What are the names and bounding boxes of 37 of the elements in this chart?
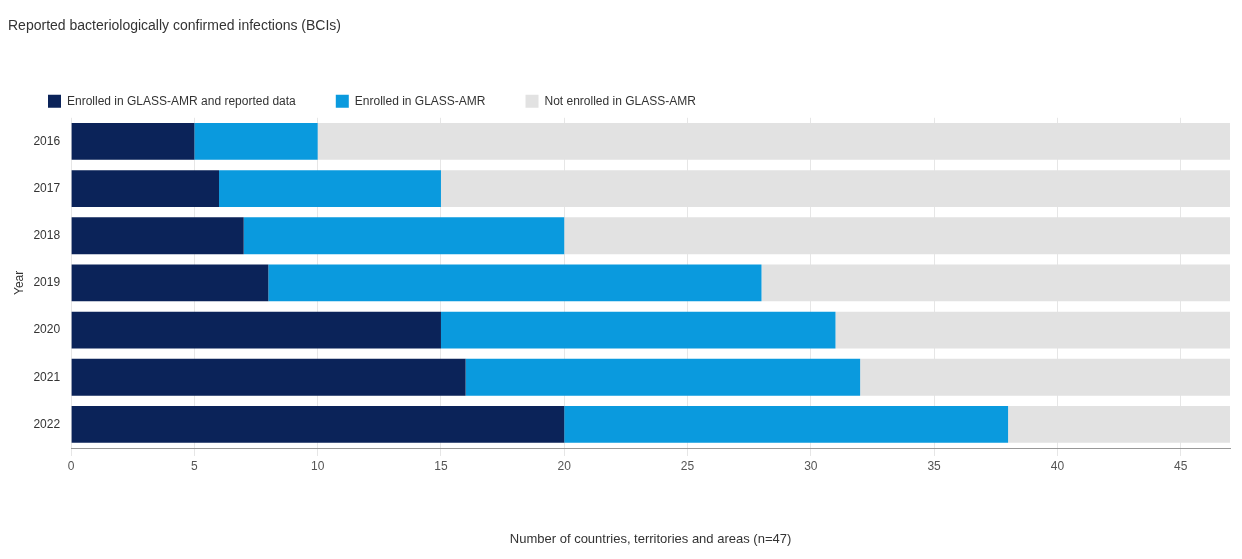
bar — [71, 170, 220, 207]
y-tick-label: 2018 — [33, 228, 61, 243]
bar — [564, 406, 1009, 443]
bar — [194, 122, 318, 160]
x-tick-label: 25 — [680, 458, 695, 473]
x-tick-label: 5 — [191, 458, 199, 473]
y-tick-label: 2016 — [33, 133, 61, 148]
bar — [440, 311, 836, 349]
x-tick-label: 10 — [310, 458, 325, 473]
y-tick-label: 2021 — [33, 369, 61, 384]
x-tick-label: 40 — [1050, 458, 1065, 473]
y-tick-label: 2017 — [33, 180, 61, 195]
y-tick-label: 2022 — [33, 416, 61, 431]
x-tick-label: 30 — [804, 458, 818, 473]
bar — [268, 264, 762, 302]
y-tick-label: 2019 — [33, 275, 61, 290]
y-tick-label: 2020 — [33, 322, 61, 337]
bar — [71, 217, 244, 255]
y-axis-title: Year — [11, 270, 26, 296]
x-tick-label: 15 — [434, 458, 448, 473]
bar — [219, 170, 441, 207]
bar — [243, 217, 565, 255]
legend-label: Enrolled in GLASS-AMR and reported data — [67, 93, 297, 108]
x-tick-label: 35 — [927, 458, 942, 473]
bar — [71, 122, 195, 160]
bar — [71, 406, 565, 443]
legend-label: Not enrolled in GLASS-AMR — [544, 93, 697, 108]
x-tick-label: 0 — [67, 458, 75, 473]
bar — [71, 264, 269, 302]
legend-label: Enrolled in GLASS-AMR — [354, 93, 486, 108]
x-tick-label: 20 — [557, 458, 572, 473]
x-tick-label: 45 — [1174, 458, 1188, 473]
bar — [465, 358, 861, 396]
x-axis-title: Number of countries, territories and areas (n=47) — [509, 530, 792, 546]
bar — [71, 358, 466, 396]
bar — [71, 311, 441, 349]
chart-title: Reported bacteriologically confirmed infections (BCIs) — [8, 17, 342, 34]
